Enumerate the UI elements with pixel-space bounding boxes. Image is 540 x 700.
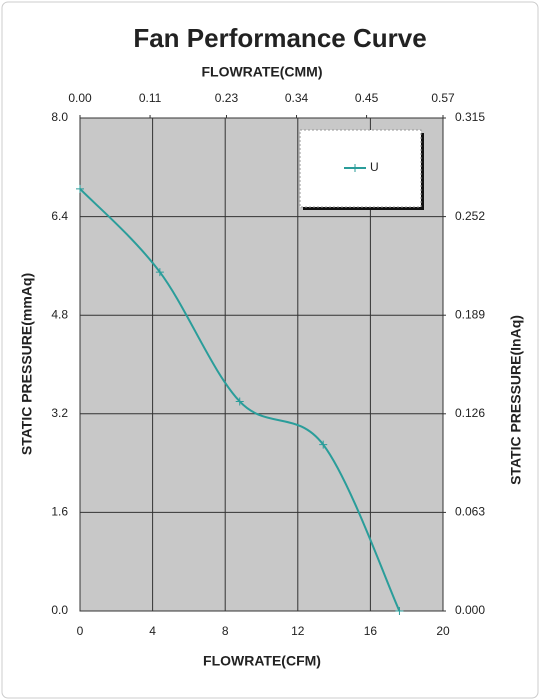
y2-tick-label: 0.252 bbox=[455, 209, 485, 223]
x-tick-label: 4 bbox=[149, 624, 156, 638]
x2-tick-label: 0.11 bbox=[139, 91, 162, 105]
y2-tick-label: 0.189 bbox=[455, 307, 485, 321]
y-axis-label: STATIC PRESSURE(mmAq) bbox=[19, 273, 35, 455]
x-tick-label: 12 bbox=[291, 624, 305, 638]
y2-axis-label: STATIC PRESSURE(InAq) bbox=[508, 315, 524, 485]
y2-tick-label: 0.126 bbox=[455, 406, 485, 420]
y-tick-label: 8.0 bbox=[51, 110, 68, 124]
y-tick-label: 1.6 bbox=[51, 505, 68, 519]
x2-tick-label: 0.34 bbox=[285, 91, 309, 105]
x2-tick-label: 0.00 bbox=[68, 91, 92, 105]
point-marker bbox=[76, 184, 84, 193]
y-tick-label: 3.2 bbox=[51, 406, 68, 420]
x-tick-label: 8 bbox=[222, 624, 229, 638]
x-tick-label: 16 bbox=[364, 624, 378, 638]
x2-tick-label: 0.57 bbox=[431, 91, 455, 105]
plot-border bbox=[79, 117, 444, 612]
chart-title: Fan Performance Curve bbox=[133, 23, 426, 53]
point-marker bbox=[235, 397, 244, 406]
y-tick-label: 0.0 bbox=[51, 603, 68, 617]
point-marker bbox=[395, 607, 404, 615]
point-marker bbox=[155, 268, 164, 277]
legend-marker bbox=[351, 164, 359, 172]
legend-label: U bbox=[370, 160, 379, 174]
y2-tick-label: 0.315 bbox=[455, 110, 485, 124]
x-tick-label: 0 bbox=[77, 624, 84, 638]
x2-tick-label: 0.23 bbox=[215, 91, 239, 105]
x-tick-label: 20 bbox=[436, 624, 450, 638]
x2-tick-label: 0.45 bbox=[355, 91, 379, 105]
y2-tick-label: 0.000 bbox=[455, 603, 485, 617]
y2-tick-label: 0.063 bbox=[455, 505, 485, 519]
x-axis-label: FLOWRATE(CFM) bbox=[203, 653, 321, 669]
y-tick-label: 6.4 bbox=[51, 209, 68, 223]
x2-axis-label: FLOWRATE(CMM) bbox=[201, 64, 322, 80]
point-marker bbox=[319, 440, 328, 449]
y-tick-label: 4.8 bbox=[51, 307, 68, 321]
